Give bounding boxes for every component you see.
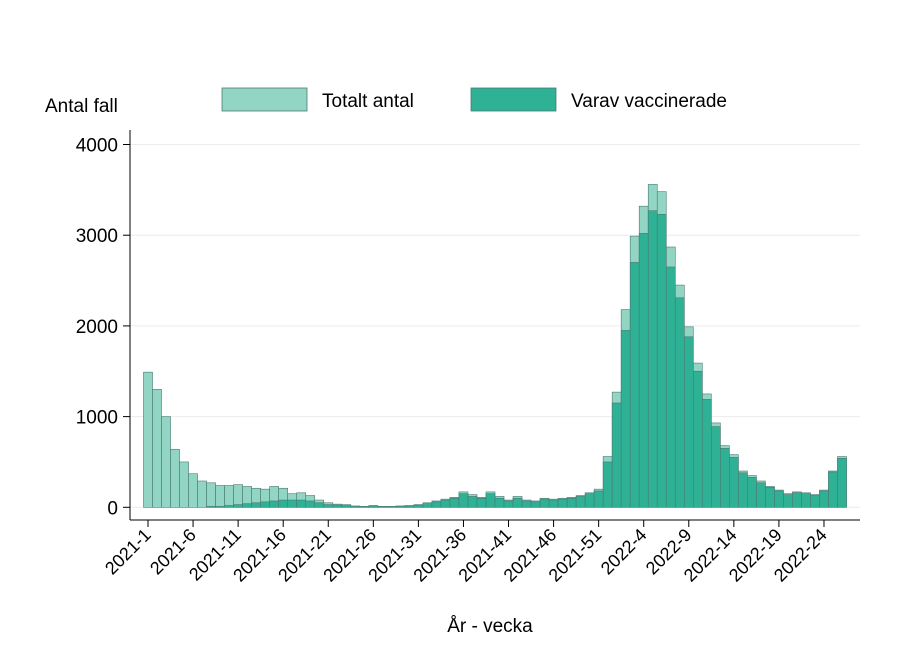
bar bbox=[224, 505, 234, 508]
bar bbox=[233, 484, 243, 508]
bar bbox=[143, 371, 153, 508]
bar bbox=[323, 504, 334, 508]
legend-label: Varav vaccinerade bbox=[571, 91, 727, 112]
bar bbox=[512, 497, 523, 508]
bar bbox=[287, 499, 298, 508]
legend-label: Totalt antal bbox=[322, 91, 414, 112]
bar bbox=[828, 471, 838, 508]
x-tick-label: 2022-4 bbox=[597, 525, 651, 579]
bar bbox=[395, 505, 406, 508]
bar bbox=[756, 482, 766, 508]
bar bbox=[179, 461, 189, 508]
bar bbox=[801, 493, 811, 508]
bar bbox=[692, 370, 703, 508]
bar bbox=[341, 505, 352, 508]
y-tick-label: 3000 bbox=[76, 226, 118, 247]
bar bbox=[593, 490, 604, 508]
bar bbox=[711, 426, 721, 508]
bar bbox=[738, 472, 748, 508]
bar bbox=[152, 389, 162, 508]
bar bbox=[584, 493, 595, 508]
bar bbox=[458, 493, 469, 508]
bar bbox=[431, 501, 442, 508]
bar bbox=[215, 506, 225, 508]
bar bbox=[449, 497, 460, 508]
bar bbox=[647, 210, 658, 508]
bar bbox=[296, 499, 307, 508]
bar bbox=[368, 505, 379, 508]
bar bbox=[701, 399, 712, 508]
bar bbox=[656, 214, 667, 508]
bar bbox=[774, 490, 784, 508]
bar bbox=[476, 497, 487, 508]
x-tick-label: 2021-1 bbox=[101, 525, 155, 579]
bar bbox=[566, 497, 577, 508]
bar bbox=[350, 506, 361, 508]
y-tick-label: 4000 bbox=[76, 136, 118, 157]
bar bbox=[819, 490, 829, 508]
bar bbox=[332, 504, 343, 508]
bar bbox=[197, 480, 207, 508]
bar bbox=[170, 448, 180, 508]
bar bbox=[503, 500, 514, 508]
y-axis-title: Antal fall bbox=[45, 96, 118, 117]
bar bbox=[206, 482, 216, 508]
bar bbox=[792, 492, 802, 508]
bar bbox=[783, 494, 793, 508]
bar bbox=[602, 461, 613, 508]
bar bbox=[224, 485, 234, 508]
y-tick-label: 1000 bbox=[76, 408, 118, 429]
bar bbox=[467, 496, 478, 508]
bar bbox=[765, 487, 775, 508]
bar bbox=[422, 503, 433, 508]
bar bbox=[539, 498, 550, 508]
bar bbox=[810, 494, 820, 508]
bar bbox=[215, 485, 225, 508]
legend-swatch bbox=[470, 87, 557, 112]
bar bbox=[665, 266, 676, 508]
bar bbox=[530, 501, 541, 508]
bar bbox=[278, 499, 289, 508]
bar bbox=[548, 499, 559, 508]
bar bbox=[629, 262, 640, 508]
bar bbox=[233, 504, 243, 508]
bar bbox=[494, 497, 505, 508]
bar bbox=[161, 416, 171, 508]
bar bbox=[674, 297, 685, 508]
bar bbox=[557, 498, 568, 508]
bar bbox=[188, 473, 198, 508]
bar bbox=[440, 499, 451, 508]
bar bbox=[404, 505, 415, 508]
bar bbox=[620, 330, 631, 508]
bar bbox=[377, 506, 388, 508]
legend-swatch bbox=[221, 87, 308, 112]
bar bbox=[359, 506, 370, 508]
bar bbox=[837, 458, 847, 508]
bar bbox=[206, 506, 216, 508]
x-axis-title: År - vecka bbox=[447, 616, 533, 637]
y-tick-label: 2000 bbox=[76, 317, 118, 338]
bar bbox=[386, 506, 397, 508]
bar bbox=[638, 233, 649, 508]
y-tick-label: 0 bbox=[107, 498, 118, 519]
bar bbox=[720, 448, 730, 508]
bar bbox=[269, 500, 279, 508]
bar bbox=[683, 336, 694, 508]
bar bbox=[260, 501, 270, 508]
bar bbox=[305, 500, 316, 508]
bar bbox=[521, 500, 532, 508]
bar bbox=[611, 402, 622, 508]
bar bbox=[575, 496, 586, 508]
bar bbox=[729, 457, 739, 508]
bar bbox=[485, 493, 496, 508]
bar bbox=[242, 503, 252, 508]
bar bbox=[251, 502, 261, 508]
bar bbox=[747, 477, 757, 508]
bar bbox=[314, 502, 325, 508]
bar bbox=[413, 504, 424, 508]
